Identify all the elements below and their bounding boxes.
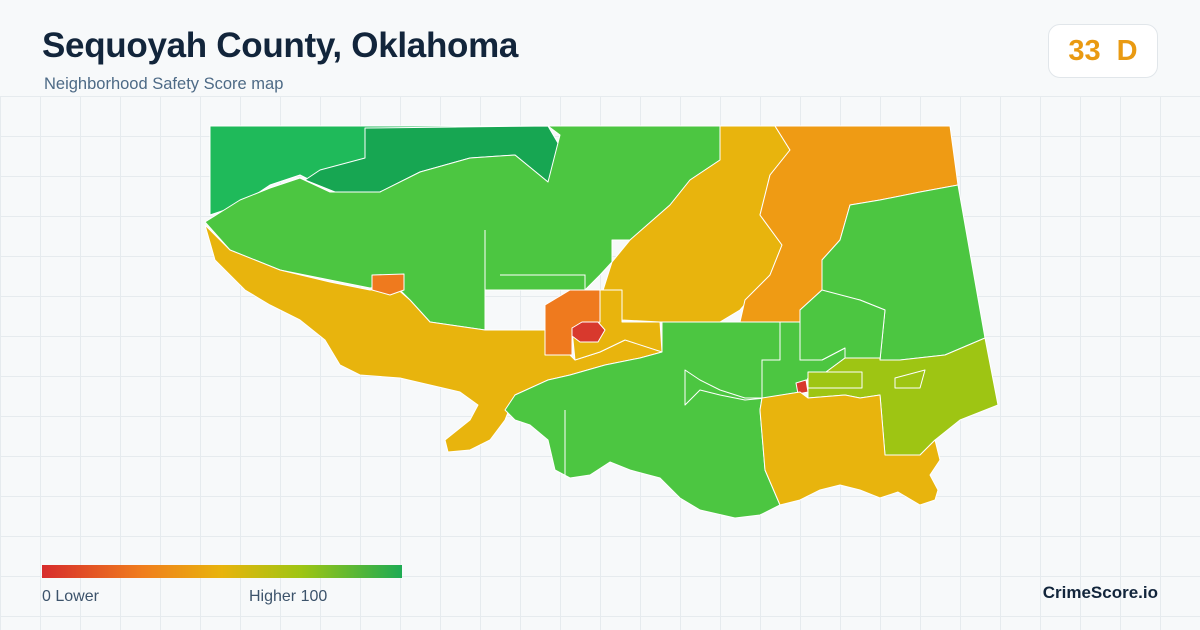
region-town-core[interactable] [571, 321, 606, 343]
brand-name[interactable]: CrimeScore.io [1042, 583, 1158, 602]
region-east-cell-b[interactable] [894, 369, 926, 389]
score-value: 33 [1068, 34, 1101, 67]
score-badge: 33 D [1048, 24, 1158, 78]
region-east-cell-a[interactable] [807, 371, 863, 389]
legend-high-label: Higher 100 [249, 588, 328, 605]
region-east-red-spot[interactable] [795, 379, 809, 395]
page-subtitle: Neighborhood Safety Score map [44, 75, 284, 93]
legend-color-scale [42, 565, 402, 578]
region-south-central[interactable] [504, 321, 781, 519]
score-grade: D [1116, 34, 1138, 67]
region-southeast[interactable] [759, 391, 941, 506]
page-title: Sequoyah County, Oklahoma [42, 26, 519, 65]
header-band [0, 0, 1200, 96]
border-line-b [500, 274, 586, 290]
legend-low-label: 0 Lower [42, 588, 99, 605]
region-west-small[interactable] [371, 273, 405, 296]
